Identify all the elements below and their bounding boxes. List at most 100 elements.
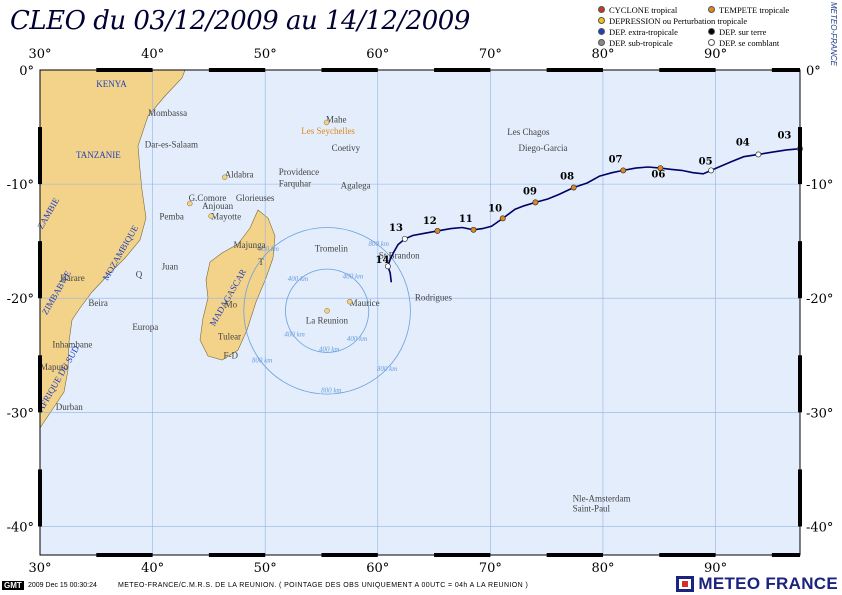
track-point [401,235,408,242]
place-label: Maputo [40,362,68,372]
ocean [40,70,800,555]
track-point [434,227,441,234]
place-label: Diego-Garcia [519,143,568,153]
lon-label: 50° [254,47,277,62]
legend: CYCLONE tropical TEMPETE tropicale DEPRESS… [598,4,818,48]
place-label: Saint-Paul [573,504,611,514]
brand: METEO FRANCE [676,574,838,594]
ring-label: 800 km [377,365,397,373]
legend-item: DEP. extra-tropicale [598,27,708,37]
place-label: Pemba [159,211,184,221]
place-label: Harare [60,273,84,283]
track-point [570,184,577,191]
track-point [708,167,715,174]
place-label: Dar-es-Salaam [145,140,198,150]
lon-label: 70° [479,561,502,576]
country-label: KENYA [96,79,127,89]
place-label: Mahe [326,114,347,124]
ring-label: 400 km [343,272,363,280]
lat-label: -30° [806,406,833,421]
landmasses [39,69,276,429]
place-label: Aldabra [225,169,254,179]
gmt-badge: GMT [2,581,24,590]
track-date-label: 04 [736,137,750,148]
track-date-label: 05 [699,157,713,168]
place-label: Maurice [350,298,380,308]
place-label: Les Seychelles [301,126,355,136]
track-date-label: 12 [423,216,437,227]
legend-item: DEP. sur terre [708,27,818,37]
legend-dot-icon [598,28,605,35]
place-label: Tulear [218,331,241,341]
lat-label: 0° [806,64,821,79]
island-dot [186,200,193,207]
map-title: CLEO du 03/12/2009 au 14/12/2009 [10,6,470,36]
map-frame [39,69,801,556]
lon-label: 30° [28,47,51,62]
legend-dot-icon [598,39,605,46]
lat-label: -20° [7,292,34,307]
lon-label: 40° [141,561,164,576]
lat-label: -10° [7,178,34,193]
lon-label: 70° [479,47,502,62]
lat-label: -40° [7,520,34,535]
island-dot [324,308,330,314]
track-date-label: 09 [523,186,537,197]
legend-dot-icon [598,6,605,13]
legend-dot-icon [708,39,715,46]
place-label: G.Comore [189,193,227,203]
ring-label: 800 km [369,240,389,248]
place-label: St Brandon [379,250,420,260]
distance-ring [243,227,411,395]
track-date-label: 07 [609,154,623,165]
legend-row: DEPRESSION ou Perturbation tropicale [598,15,818,26]
lon-label: 90° [704,47,727,62]
track-date-label: 11 [459,214,473,225]
timestamp: 2009 Dec 15 00:30:24 [28,582,97,589]
island-dot [323,119,330,126]
track-date-label: 03 [777,130,791,141]
legend-label: DEP. sub-tropicale [609,37,673,48]
ring-label: 400 km [347,335,367,343]
legend-label: DEP. sur terre [719,26,767,37]
lat-label: 0° [19,64,34,79]
place-label: Majunga [234,240,266,250]
place-label: Inhambane [52,339,92,349]
legend-dot-icon [598,17,605,24]
place-label: Mayotte [211,211,241,221]
place-label: Rodrigues [415,293,452,303]
track-date-label: 14 [376,255,390,266]
place-label: Europa [132,322,158,332]
legend-label: TEMPETE tropicale [719,4,790,15]
meteo-france-logo-icon [676,576,695,592]
place-label: Farquhar [279,178,312,188]
track-point [499,215,506,222]
ring-label: 400 km [319,346,339,354]
place-label: Beira [88,298,108,308]
place-label: Juan [162,262,179,272]
track-point [384,263,391,270]
credit-text: METEO-FRANCE/C.M.R.S. DE LA REUNION. ( P… [118,582,529,589]
lat-label: -20° [806,292,833,307]
place-label: Coetivy [332,143,361,153]
island-dot [346,298,353,305]
place-label: Tromelin [315,243,349,253]
legend-item: TEMPETE tropicale [708,5,818,15]
ring-label: 800 km [252,356,272,364]
place-label: Mombassa [148,108,187,118]
legend-item: DEP. se comblant [708,38,818,48]
lon-label: 90° [704,561,727,576]
track-point [657,165,664,172]
lon-label: 60° [366,47,389,62]
place-label: Q [136,270,143,280]
footer: GMT 2009 Dec 15 00:30:24 METEO-FRANCE/C.… [0,574,842,595]
legend-row: DEP. sub-tropicale DEP. se comblant [598,37,818,48]
place-label: Anjouan [202,201,233,211]
legend-label: CYCLONE tropical [609,4,678,15]
ring-label: 400 km [284,331,304,339]
lon-label: 40° [141,47,164,62]
track-date-label: 13 [389,223,403,234]
place-label: Agalega [341,181,371,191]
lon-label: 30° [28,561,51,576]
country-label: TANZANIE [76,150,121,160]
